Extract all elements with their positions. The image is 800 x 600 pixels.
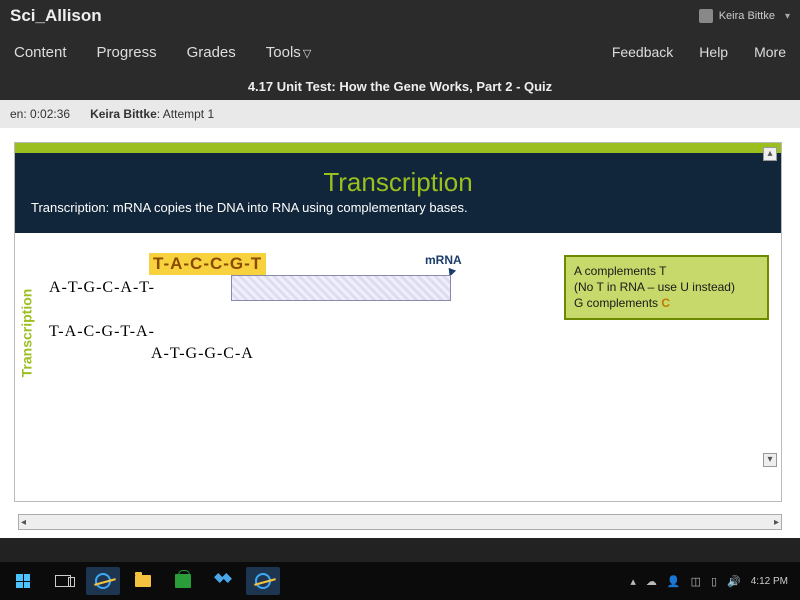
- course-title: Sci_Allison: [10, 6, 102, 26]
- body-area: T-A-C-C-G-T A-T-G-C-A-T- mRNA T-A-C-G-T-…: [15, 233, 781, 503]
- seq-bottom: A-T-G-G-C-A: [151, 345, 254, 363]
- chevron-down-icon: ▽: [303, 48, 311, 60]
- scroll-down-button[interactable]: ▾: [763, 453, 777, 467]
- ie-window-icon[interactable]: [246, 567, 280, 595]
- start-button[interactable]: [6, 567, 40, 595]
- mrna-input-box[interactable]: [231, 275, 451, 301]
- dna-row-3: T-A-C-G-T-A-: [49, 323, 771, 341]
- seq-left-2: T-A-C-G-T-A-: [49, 323, 155, 341]
- quiz-frame: Transcription Transcription: mRNA copies…: [14, 142, 782, 502]
- banner: Transcription Transcription: mRNA copies…: [15, 153, 781, 233]
- taskview-icon[interactable]: [46, 567, 80, 595]
- network-icon[interactable]: ◫: [691, 575, 701, 588]
- nav-tools[interactable]: Tools▽: [262, 36, 316, 69]
- windows-taskbar: ▴ ☁ 👤 ◫ ▯ 🔊 4:12 PM: [0, 562, 800, 600]
- attempt-info: Keira Bittke: Attempt 1: [90, 107, 214, 121]
- nav-grades[interactable]: Grades: [183, 36, 240, 69]
- folder-icon[interactable]: [126, 567, 160, 595]
- nav-tools-label: Tools: [266, 44, 301, 61]
- onedrive-icon[interactable]: ☁: [646, 575, 657, 588]
- nav-feedback[interactable]: Feedback: [608, 36, 677, 68]
- lms-nav: Content Progress Grades Tools▽ Feedback …: [0, 32, 800, 72]
- user-tray-icon[interactable]: 👤: [667, 575, 681, 588]
- system-tray[interactable]: ▴ ☁ 👤 ◫ ▯ 🔊 4:12 PM: [630, 575, 794, 588]
- taskbar-clock[interactable]: 4:12 PM: [751, 576, 788, 587]
- screen: Sci_Allison Keira Bittke ▾ Content Progr…: [0, 0, 800, 600]
- hint-callout: A complements T (No T in RNA – use U ins…: [564, 255, 769, 320]
- status-bar: en: 0:02:36 Keira Bittke: Attempt 1: [0, 100, 800, 128]
- accent-bar: [15, 143, 781, 153]
- nav-more[interactable]: More: [750, 36, 790, 68]
- callout-line-3: G complements C: [574, 295, 759, 311]
- dropbox-icon[interactable]: [206, 567, 240, 595]
- store-icon[interactable]: [166, 567, 200, 595]
- timer: en: 0:02:36: [10, 107, 70, 121]
- scroll-left-icon[interactable]: ◂: [21, 517, 26, 528]
- ie-icon[interactable]: [86, 567, 120, 595]
- callout-line-1: A complements T: [574, 263, 759, 279]
- battery-icon[interactable]: ▯: [711, 575, 717, 588]
- seq-highlight: T-A-C-C-G-T: [149, 253, 266, 275]
- avatar-icon: [699, 9, 713, 23]
- chevron-down-icon: ▾: [785, 11, 790, 22]
- nav-content[interactable]: Content: [10, 36, 71, 69]
- mrna-label: mRNA: [425, 253, 462, 267]
- scroll-up-button[interactable]: ▴: [763, 147, 777, 161]
- horizontal-scrollbar[interactable]: ◂ ▸: [18, 514, 782, 530]
- volume-icon[interactable]: 🔊: [727, 575, 741, 588]
- lms-topbar: Sci_Allison Keira Bittke ▾: [0, 0, 800, 32]
- dna-row-4: A-T-G-G-C-A: [49, 345, 771, 363]
- quiz-canvas: Transcription Transcription: mRNA copies…: [0, 128, 800, 538]
- tray-up-icon[interactable]: ▴: [630, 575, 636, 588]
- page-subtitle: 4.17 Unit Test: How the Gene Works, Part…: [0, 72, 800, 100]
- nav-help[interactable]: Help: [695, 36, 732, 68]
- callout-line-2: (No T in RNA – use U instead): [574, 279, 759, 295]
- nav-progress[interactable]: Progress: [93, 36, 161, 69]
- user-name: Keira Bittke: [719, 10, 775, 22]
- banner-desc: Transcription: mRNA copies the DNA into …: [31, 200, 765, 215]
- seq-left-1: A-T-G-C-A-T-: [49, 279, 155, 297]
- banner-title: Transcription: [31, 167, 765, 198]
- user-menu[interactable]: Keira Bittke ▾: [699, 9, 790, 23]
- nav-right: Feedback Help More: [608, 36, 790, 68]
- scroll-right-icon[interactable]: ▸: [774, 517, 779, 528]
